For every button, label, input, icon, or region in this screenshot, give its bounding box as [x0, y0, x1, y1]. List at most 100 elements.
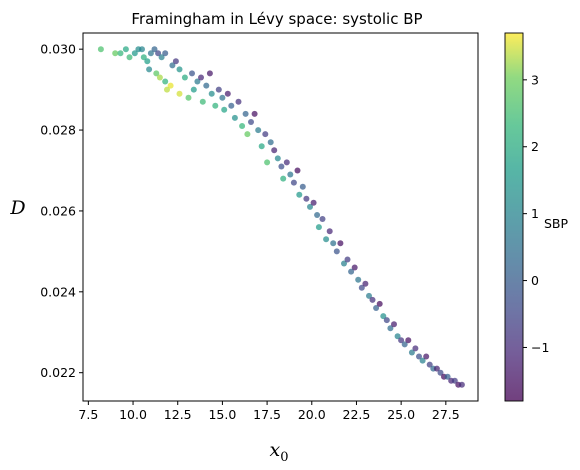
scatter-point [303, 195, 310, 202]
scatter-point [162, 50, 169, 57]
scatter-point [401, 341, 408, 348]
scatter-point [330, 240, 337, 247]
scatter-point [231, 114, 238, 121]
scatter-point [398, 337, 405, 344]
scatter-point [131, 50, 138, 57]
scatter-point [194, 78, 201, 85]
y-tick-label: 0.026 [40, 203, 76, 218]
plot-frame [82, 32, 479, 402]
colorbar-tick-label: 0 [531, 273, 539, 288]
scatter-point [326, 228, 333, 235]
points-layer [97, 46, 465, 388]
scatter-point [147, 50, 154, 57]
scatter-point [278, 163, 285, 170]
scatter-point [348, 268, 355, 275]
scatter-point [112, 50, 119, 57]
scatter-point [264, 159, 271, 166]
scatter-point [181, 74, 188, 81]
scatter-point [290, 179, 297, 186]
scatter-point [419, 357, 426, 364]
scatter-point [212, 102, 219, 109]
scatter-point [185, 94, 192, 101]
scatter-point [139, 46, 145, 53]
colorbar-tick-label: 3 [531, 72, 539, 87]
scatter-point [383, 317, 390, 324]
scatter-point [248, 119, 254, 125]
scatter-point [412, 345, 419, 352]
y-tick-label: 0.024 [40, 284, 76, 299]
colorbar-ticks: −1 0 1 2 3 [523, 72, 549, 355]
colorbar-frame [504, 32, 524, 402]
scatter-point [319, 216, 326, 222]
scatter-point [337, 240, 344, 247]
scatter-point [408, 349, 415, 356]
x-tick-label: 7.5 [78, 407, 98, 422]
scatter-point [369, 296, 376, 303]
scatter-point [296, 191, 303, 198]
scatter-point [190, 86, 197, 93]
scatter-point [251, 110, 258, 117]
scatter-point [458, 381, 465, 388]
scatter-point [271, 147, 278, 154]
y-tick-label: 0.028 [40, 123, 76, 138]
x-tick-label: 12.5 [164, 407, 192, 422]
scatter-point [172, 58, 179, 65]
scatter-point [97, 46, 104, 53]
scatter-point [151, 46, 158, 53]
scatter-point [176, 90, 183, 97]
scatter-point [437, 369, 444, 376]
x-tick-label: 22.5 [343, 407, 371, 422]
scatter-point [351, 264, 358, 271]
x-tick-label: 20.0 [298, 407, 326, 422]
scatter-point [387, 325, 394, 332]
scatter-point [391, 321, 397, 328]
scatter-point [405, 337, 412, 344]
x-tick-label: 25.0 [387, 407, 415, 422]
scatter-point [203, 82, 210, 89]
scatter-point [244, 131, 251, 138]
x-tick-label: 10.0 [119, 407, 147, 422]
scatter-point [362, 280, 369, 287]
scatter-point [126, 54, 133, 61]
x-axis-label: x0 [270, 439, 289, 465]
scatter-point [146, 66, 153, 73]
scatter-point [155, 50, 162, 57]
scatter-point [323, 236, 330, 243]
x-axis-ticks: 7.5 10.0 12.5 15.0 17.5 20.0 22.5 25.0 27.5 [78, 401, 460, 422]
scatter-point [198, 74, 204, 81]
scatter-point [366, 292, 372, 299]
scatter-point [215, 86, 222, 93]
scatter-point [355, 276, 362, 283]
x-axis-label-subscript: 0 [280, 450, 288, 465]
y-tick-label: 0.030 [40, 42, 76, 57]
x-tick-label: 17.5 [253, 407, 281, 422]
scatter-point [144, 58, 151, 65]
y-axis-label: D [9, 197, 25, 219]
scatter-point [158, 54, 165, 61]
scatter-point [280, 175, 287, 182]
scatter-point [117, 50, 124, 57]
scatter-point [394, 333, 401, 340]
scatter-point [373, 305, 380, 311]
x-axis-label-main: x [270, 439, 281, 461]
scatter-point [140, 54, 147, 61]
scatter-point [239, 123, 246, 129]
scatter-point [162, 78, 169, 85]
scatter-point [294, 167, 301, 174]
colorbar-tick-label: 2 [531, 139, 539, 154]
scatter-point [341, 260, 347, 267]
colorbar-label: SBP [544, 216, 569, 231]
scatter-point [426, 361, 433, 368]
scatter-point [199, 98, 206, 105]
colorbar [504, 32, 524, 402]
scatter-point [333, 248, 340, 255]
chart-title: Framingham in Lévy space: systolic BP [131, 10, 422, 28]
scatter-point [299, 183, 306, 190]
scatter-point [314, 212, 321, 218]
x-tick-label: 27.5 [432, 407, 460, 422]
scatter-point [423, 353, 430, 360]
scatter-point [315, 224, 322, 231]
scatter-point [221, 106, 228, 113]
scatter-point [380, 313, 387, 320]
scatter-point [242, 110, 249, 117]
